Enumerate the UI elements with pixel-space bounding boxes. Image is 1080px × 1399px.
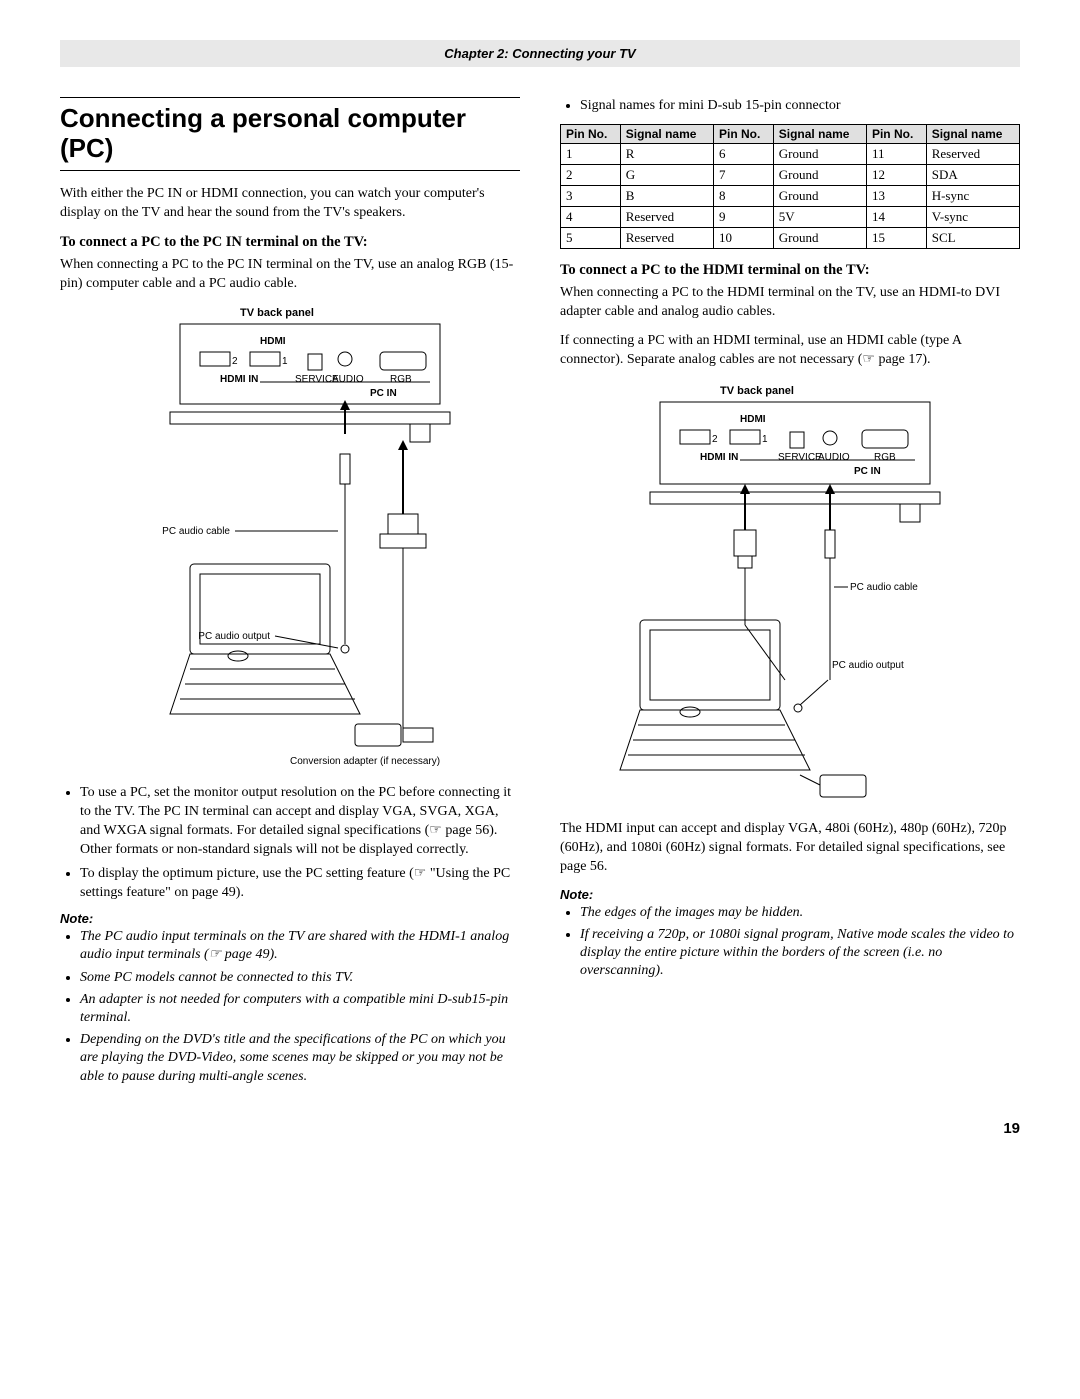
svg-text:PC audio cable: PC audio cable	[850, 582, 918, 593]
table-row: 2G7Ground12SDA	[561, 164, 1020, 185]
table-row: 1R6Ground11Reserved	[561, 143, 1020, 164]
note-a-list: The PC audio input terminals on the TV a…	[60, 928, 520, 1086]
list-item: An adapter is not needed for computers w…	[80, 991, 520, 1027]
tv-back-label: TV back panel	[720, 385, 794, 397]
table-header: Pin No.	[713, 124, 773, 143]
table-cell: 14	[866, 206, 926, 227]
svg-text:HDMI IN: HDMI IN	[700, 452, 738, 463]
table-cell: 4	[561, 206, 621, 227]
table-cell: 10	[713, 227, 773, 248]
table-cell: Reserved	[620, 227, 713, 248]
table-cell: SCL	[926, 227, 1019, 248]
svg-text:PC audio output: PC audio output	[832, 660, 904, 671]
svg-text:RGB: RGB	[874, 452, 896, 463]
list-item: To use a PC, set the monitor output reso…	[80, 784, 520, 860]
svg-text:AUDIO: AUDIO	[818, 452, 850, 463]
section-b-body2: If connecting a PC with an HDMI terminal…	[560, 332, 1020, 370]
table-cell: V-sync	[926, 206, 1019, 227]
laptop-icon	[620, 620, 810, 770]
table-row: 3B8Ground13H-sync	[561, 185, 1020, 206]
table-row: 5Reserved10Ground15SCL	[561, 227, 1020, 248]
table-cell: 13	[866, 185, 926, 206]
svg-text:SERVICE: SERVICE	[778, 452, 822, 463]
list-item: To display the optimum picture, use the …	[80, 865, 520, 903]
svg-text:HDMI: HDMI	[740, 414, 766, 425]
svg-text:PC IN: PC IN	[854, 466, 881, 477]
svg-text:1: 1	[282, 356, 288, 367]
table-cell: Ground	[773, 227, 866, 248]
section-b-body1: When connecting a PC to the HDMI termina…	[560, 284, 1020, 322]
pin-signal-table: Pin No. Signal name Pin No. Signal name …	[560, 124, 1020, 249]
svg-text:PC IN: PC IN	[370, 388, 397, 399]
table-cell: Ground	[773, 185, 866, 206]
svg-text:PC audio cable: PC audio cable	[162, 526, 230, 537]
table-cell: 5V	[773, 206, 866, 227]
svg-text:Conversion adapter (if necessa: Conversion adapter (if necessary)	[290, 756, 440, 767]
table-cell: 5	[561, 227, 621, 248]
table-header: Pin No.	[561, 124, 621, 143]
section-a-heading: To connect a PC to the PC IN terminal on…	[60, 233, 520, 253]
list-item: The PC audio input terminals on the TV a…	[80, 928, 520, 964]
intro-paragraph: With either the PC IN or HDMI connection…	[60, 185, 520, 223]
table-cell: 9	[713, 206, 773, 227]
title-underline	[60, 170, 520, 171]
tv-back-label: TV back panel	[240, 307, 314, 319]
section-a-bullets: To use a PC, set the monitor output reso…	[60, 784, 520, 903]
svg-text:RGB: RGB	[390, 374, 412, 385]
table-header: Pin No.	[866, 124, 926, 143]
list-item: Signal names for mini D-sub 15-pin conne…	[580, 97, 1020, 116]
svg-text:PC audio output: PC audio output	[198, 631, 270, 642]
table-cell: 3	[561, 185, 621, 206]
table-cell: B	[620, 185, 713, 206]
table-cell: SDA	[926, 164, 1019, 185]
list-item: Depending on the DVD's title and the spe…	[80, 1031, 520, 1086]
page-title: Connecting a personal computer (PC)	[60, 97, 520, 164]
table-row: 4Reserved95V14V-sync	[561, 206, 1020, 227]
svg-text:2: 2	[712, 434, 718, 445]
svg-text:AUDIO: AUDIO	[332, 374, 364, 385]
list-item: If receiving a 720p, or 1080i signal pro…	[580, 926, 1020, 981]
table-header: Signal name	[620, 124, 713, 143]
note-heading: Note:	[560, 887, 1020, 902]
table-cell: 7	[713, 164, 773, 185]
svg-text:2: 2	[232, 356, 238, 367]
chapter-header: Chapter 2: Connecting your TV	[60, 40, 1020, 67]
table-cell: G	[620, 164, 713, 185]
section-b-heading: To connect a PC to the HDMI terminal on …	[560, 261, 1020, 281]
section-a-body: When connecting a PC to the PC IN termin…	[60, 256, 520, 294]
table-cell: H-sync	[926, 185, 1019, 206]
table-header: Signal name	[926, 124, 1019, 143]
note-heading: Note:	[60, 911, 520, 926]
table-cell: Ground	[773, 164, 866, 185]
table-cell: 8	[713, 185, 773, 206]
svg-text:HDMI IN: HDMI IN	[220, 374, 258, 385]
list-item: The edges of the images may be hidden.	[580, 904, 1020, 922]
hdmi-connection-diagram: TV back panel HDMI 2 1 HDMI IN SERVICE A…	[600, 380, 980, 810]
table-cell: 1	[561, 143, 621, 164]
hdmi-paragraph: The HDMI input can accept and display VG…	[560, 820, 1020, 877]
table-cell: Reserved	[926, 143, 1019, 164]
table-cell: 11	[866, 143, 926, 164]
right-column: Signal names for mini D-sub 15-pin conne…	[560, 97, 1020, 1090]
list-item: Some PC models cannot be connected to th…	[80, 969, 520, 987]
table-cell: 12	[866, 164, 926, 185]
left-column: Connecting a personal computer (PC) With…	[60, 97, 520, 1090]
note-b-list: The edges of the images may be hidden. I…	[560, 904, 1020, 981]
table-cell: 2	[561, 164, 621, 185]
table-cell: R	[620, 143, 713, 164]
signal-bullet-list: Signal names for mini D-sub 15-pin conne…	[560, 97, 1020, 116]
two-column-layout: Connecting a personal computer (PC) With…	[60, 97, 1020, 1090]
page-number: 19	[60, 1120, 1020, 1137]
table-cell: Ground	[773, 143, 866, 164]
svg-text:HDMI: HDMI	[260, 336, 286, 347]
table-cell: Reserved	[620, 206, 713, 227]
table-cell: 6	[713, 143, 773, 164]
pc-in-connection-diagram: TV back panel HDMI 2 1 HDMI IN SERVICE A…	[110, 304, 470, 774]
svg-text:1: 1	[762, 434, 768, 445]
table-cell: 15	[866, 227, 926, 248]
table-header: Signal name	[773, 124, 866, 143]
